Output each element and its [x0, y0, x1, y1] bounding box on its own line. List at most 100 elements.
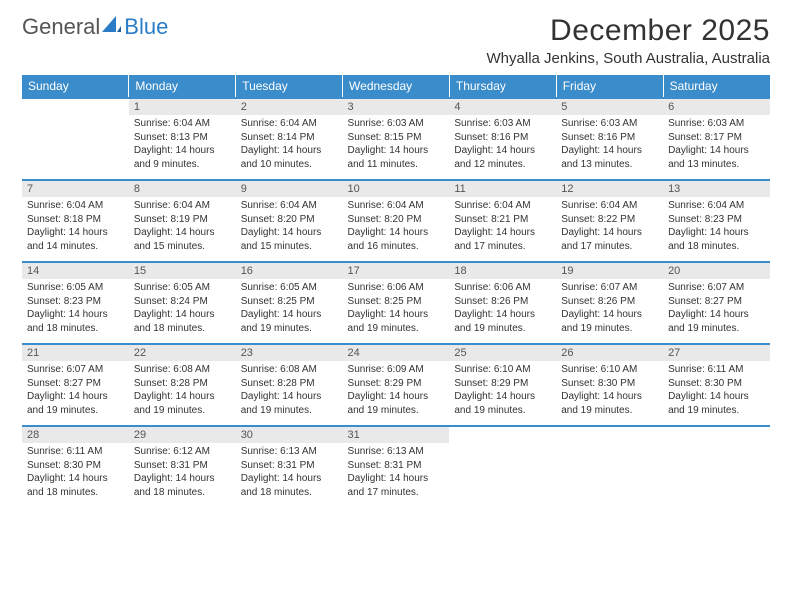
daylight-text: Daylight: 14 hours and 10 minutes. — [241, 144, 338, 171]
daylight-text: Daylight: 14 hours and 12 minutes. — [454, 144, 551, 171]
calendar-cell: 20Sunrise: 6:07 AMSunset: 8:27 PMDayligh… — [663, 262, 770, 344]
calendar-cell: 26Sunrise: 6:10 AMSunset: 8:30 PMDayligh… — [556, 344, 663, 426]
daylight-text: Daylight: 14 hours and 9 minutes. — [134, 144, 231, 171]
calendar-cell: 23Sunrise: 6:08 AMSunset: 8:28 PMDayligh… — [236, 344, 343, 426]
sunset-text: Sunset: 8:20 PM — [241, 213, 338, 227]
day-content: Sunrise: 6:04 AMSunset: 8:19 PMDaylight:… — [129, 197, 236, 257]
day-content: Sunrise: 6:05 AMSunset: 8:23 PMDaylight:… — [22, 279, 129, 339]
day-content: Sunrise: 6:07 AMSunset: 8:27 PMDaylight:… — [663, 279, 770, 339]
day-number: 26 — [556, 345, 663, 361]
daylight-text: Daylight: 14 hours and 19 minutes. — [348, 390, 445, 417]
day-number: 20 — [663, 263, 770, 279]
day-number: 24 — [343, 345, 450, 361]
sunrise-text: Sunrise: 6:04 AM — [134, 117, 231, 131]
day-header: Thursday — [449, 75, 556, 98]
daylight-text: Daylight: 14 hours and 19 minutes. — [561, 390, 658, 417]
day-number: 22 — [129, 345, 236, 361]
calendar-cell: 6Sunrise: 6:03 AMSunset: 8:17 PMDaylight… — [663, 98, 770, 180]
day-number: 23 — [236, 345, 343, 361]
daylight-text: Daylight: 14 hours and 18 minutes. — [27, 472, 124, 499]
day-number: 1 — [129, 99, 236, 115]
daylight-text: Daylight: 14 hours and 19 minutes. — [454, 308, 551, 335]
brand-logo: General Blue — [22, 14, 168, 40]
daylight-text: Daylight: 14 hours and 19 minutes. — [454, 390, 551, 417]
day-content: Sunrise: 6:03 AMSunset: 8:15 PMDaylight:… — [343, 115, 450, 175]
calendar-cell: 3Sunrise: 6:03 AMSunset: 8:15 PMDaylight… — [343, 98, 450, 180]
day-content: Sunrise: 6:07 AMSunset: 8:26 PMDaylight:… — [556, 279, 663, 339]
calendar-cell: 12Sunrise: 6:04 AMSunset: 8:22 PMDayligh… — [556, 180, 663, 262]
day-header: Wednesday — [343, 75, 450, 98]
sunset-text: Sunset: 8:31 PM — [134, 459, 231, 473]
day-number: 6 — [663, 99, 770, 115]
day-header: Monday — [129, 75, 236, 98]
calendar-cell: 17Sunrise: 6:06 AMSunset: 8:25 PMDayligh… — [343, 262, 450, 344]
sunset-text: Sunset: 8:16 PM — [454, 131, 551, 145]
calendar-week: 7Sunrise: 6:04 AMSunset: 8:18 PMDaylight… — [22, 180, 770, 262]
calendar-cell: 31Sunrise: 6:13 AMSunset: 8:31 PMDayligh… — [343, 426, 450, 508]
day-header: Sunday — [22, 75, 129, 98]
day-header: Friday — [556, 75, 663, 98]
calendar-cell: 28Sunrise: 6:11 AMSunset: 8:30 PMDayligh… — [22, 426, 129, 508]
calendar-cell: 30Sunrise: 6:13 AMSunset: 8:31 PMDayligh… — [236, 426, 343, 508]
brand-part1: General — [22, 14, 100, 40]
day-content: Sunrise: 6:04 AMSunset: 8:20 PMDaylight:… — [236, 197, 343, 257]
sunrise-text: Sunrise: 6:07 AM — [668, 281, 765, 295]
daylight-text: Daylight: 14 hours and 19 minutes. — [27, 390, 124, 417]
daylight-text: Daylight: 14 hours and 18 minutes. — [668, 226, 765, 253]
sunset-text: Sunset: 8:29 PM — [348, 377, 445, 391]
day-number: 7 — [22, 181, 129, 197]
daylight-text: Daylight: 14 hours and 17 minutes. — [561, 226, 658, 253]
day-content: Sunrise: 6:08 AMSunset: 8:28 PMDaylight:… — [129, 361, 236, 421]
day-number: 21 — [22, 345, 129, 361]
day-number: 31 — [343, 427, 450, 443]
calendar-cell: 22Sunrise: 6:08 AMSunset: 8:28 PMDayligh… — [129, 344, 236, 426]
sunset-text: Sunset: 8:30 PM — [27, 459, 124, 473]
sunrise-text: Sunrise: 6:05 AM — [134, 281, 231, 295]
sunrise-text: Sunrise: 6:10 AM — [561, 363, 658, 377]
daylight-text: Daylight: 14 hours and 15 minutes. — [241, 226, 338, 253]
calendar-cell: 13Sunrise: 6:04 AMSunset: 8:23 PMDayligh… — [663, 180, 770, 262]
sunset-text: Sunset: 8:25 PM — [348, 295, 445, 309]
daylight-text: Daylight: 14 hours and 18 minutes. — [134, 472, 231, 499]
daylight-text: Daylight: 14 hours and 13 minutes. — [561, 144, 658, 171]
sunrise-text: Sunrise: 6:13 AM — [348, 445, 445, 459]
daylight-text: Daylight: 14 hours and 19 minutes. — [241, 390, 338, 417]
sunrise-text: Sunrise: 6:03 AM — [561, 117, 658, 131]
calendar-cell: 14Sunrise: 6:05 AMSunset: 8:23 PMDayligh… — [22, 262, 129, 344]
day-header: Tuesday — [236, 75, 343, 98]
daylight-text: Daylight: 14 hours and 18 minutes. — [241, 472, 338, 499]
calendar-cell — [22, 98, 129, 180]
day-content: Sunrise: 6:03 AMSunset: 8:17 PMDaylight:… — [663, 115, 770, 175]
day-content: Sunrise: 6:04 AMSunset: 8:18 PMDaylight:… — [22, 197, 129, 257]
calendar-cell: 4Sunrise: 6:03 AMSunset: 8:16 PMDaylight… — [449, 98, 556, 180]
day-number: 2 — [236, 99, 343, 115]
day-number: 3 — [343, 99, 450, 115]
daylight-text: Daylight: 14 hours and 14 minutes. — [27, 226, 124, 253]
day-content: Sunrise: 6:11 AMSunset: 8:30 PMDaylight:… — [663, 361, 770, 421]
brand-part2: Blue — [124, 14, 168, 40]
sunset-text: Sunset: 8:22 PM — [561, 213, 658, 227]
day-content: Sunrise: 6:11 AMSunset: 8:30 PMDaylight:… — [22, 443, 129, 503]
day-number: 14 — [22, 263, 129, 279]
daylight-text: Daylight: 14 hours and 19 minutes. — [668, 308, 765, 335]
calendar-cell: 24Sunrise: 6:09 AMSunset: 8:29 PMDayligh… — [343, 344, 450, 426]
sunrise-text: Sunrise: 6:03 AM — [348, 117, 445, 131]
calendar-cell: 16Sunrise: 6:05 AMSunset: 8:25 PMDayligh… — [236, 262, 343, 344]
calendar-cell — [663, 426, 770, 508]
calendar-cell: 19Sunrise: 6:07 AMSunset: 8:26 PMDayligh… — [556, 262, 663, 344]
sunrise-text: Sunrise: 6:04 AM — [561, 199, 658, 213]
day-number: 29 — [129, 427, 236, 443]
day-content: Sunrise: 6:04 AMSunset: 8:23 PMDaylight:… — [663, 197, 770, 257]
sunset-text: Sunset: 8:23 PM — [668, 213, 765, 227]
daylight-text: Daylight: 14 hours and 19 minutes. — [668, 390, 765, 417]
daylight-text: Daylight: 14 hours and 19 minutes. — [241, 308, 338, 335]
day-content: Sunrise: 6:04 AMSunset: 8:22 PMDaylight:… — [556, 197, 663, 257]
day-content: Sunrise: 6:10 AMSunset: 8:30 PMDaylight:… — [556, 361, 663, 421]
sunset-text: Sunset: 8:16 PM — [561, 131, 658, 145]
calendar-cell: 2Sunrise: 6:04 AMSunset: 8:14 PMDaylight… — [236, 98, 343, 180]
day-header: Saturday — [663, 75, 770, 98]
sunrise-text: Sunrise: 6:04 AM — [27, 199, 124, 213]
calendar-cell: 29Sunrise: 6:12 AMSunset: 8:31 PMDayligh… — [129, 426, 236, 508]
sunrise-text: Sunrise: 6:04 AM — [668, 199, 765, 213]
sunrise-text: Sunrise: 6:11 AM — [27, 445, 124, 459]
